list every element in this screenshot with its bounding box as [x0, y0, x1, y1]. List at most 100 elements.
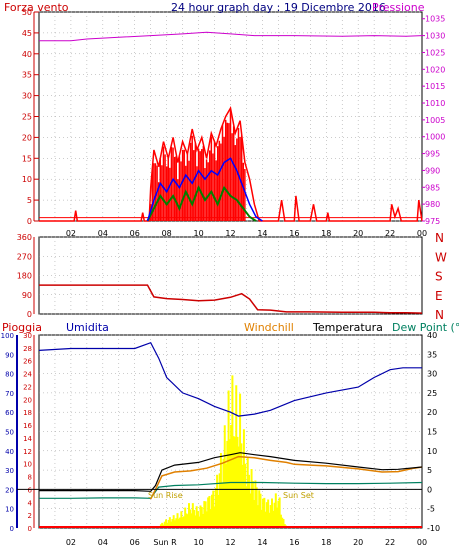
- temp-tick-label: -10: [427, 524, 440, 533]
- x-tick-label: 02: [66, 229, 76, 238]
- series-layer: [38, 31, 423, 528]
- wind-tick-label: 25: [22, 113, 32, 122]
- temp-tick-label: 10: [427, 447, 437, 456]
- rain-tick-label: 28: [23, 345, 32, 353]
- wind-tick-label: 45: [22, 29, 32, 38]
- rain-tick-label: 8: [28, 474, 32, 482]
- wind-tick-label: 0: [27, 217, 32, 226]
- pressure-tick-label: 1030: [425, 32, 445, 41]
- humidity-label: Umidita: [66, 321, 109, 334]
- direction-tick-label: 90: [22, 291, 32, 300]
- temperature-label: Temperatura: [312, 321, 383, 334]
- compass-label: N: [435, 231, 444, 245]
- windchill-line: [150, 455, 423, 500]
- windchill-label: Windchill: [244, 321, 294, 334]
- dewpoint-line: [39, 481, 423, 499]
- pressure-tick-label: 1025: [425, 48, 445, 57]
- direction-line: [39, 284, 423, 314]
- temp-tick-label: 20: [427, 408, 437, 417]
- rain-tick-label: 30: [23, 332, 32, 340]
- wind-tick-label: 15: [22, 154, 32, 163]
- rain-tick-label: 26: [23, 358, 32, 366]
- wind-tick-label: 40: [22, 50, 32, 59]
- x-tick-label: 02: [66, 538, 76, 547]
- x-tick-label: 14: [257, 538, 267, 547]
- page-title: 24 hour graph day : 19 Dicembre 2016: [171, 1, 386, 14]
- humidity-tick-label: 30: [5, 467, 14, 475]
- humidity-tick-label: 70: [5, 390, 14, 398]
- grid-lines: [39, 11, 422, 529]
- pressure-tick-label: 985: [425, 183, 440, 192]
- compass-label: N: [435, 308, 444, 322]
- rain-label: Pioggia: [2, 321, 42, 334]
- wind-tick-label: 5: [27, 196, 32, 205]
- x-tick-label: 18: [321, 538, 331, 547]
- humidity-tick-label: 90: [5, 351, 14, 359]
- x-tick-label: 06: [130, 538, 140, 547]
- direction-tick-label: 0: [27, 310, 32, 319]
- pressure-tick-label: 995: [425, 150, 440, 159]
- pressure-tick-label: 1020: [425, 65, 445, 74]
- temp-tick-label: 30: [427, 370, 437, 379]
- compass-label: E: [435, 289, 443, 303]
- x-tick-label: 22: [385, 229, 395, 238]
- sunrise-axis-label: Sun R: [153, 538, 177, 547]
- rain-tick-label: 20: [23, 396, 32, 404]
- pressure-tick-label: 1010: [425, 99, 445, 108]
- x-tick-label: 18: [321, 229, 331, 238]
- rain-tick-label: 10: [23, 461, 32, 469]
- pressure-tick-label: 1015: [425, 82, 445, 91]
- rain-tick-label: 18: [23, 409, 32, 417]
- rain-tick-label: 22: [23, 383, 32, 391]
- temp-tick-label: 35: [427, 350, 437, 359]
- humidity-tick-label: 20: [5, 486, 14, 494]
- wind-tick-label: 20: [22, 133, 32, 142]
- temp-tick-label: 0: [427, 485, 432, 494]
- x-tick-label: 16: [289, 538, 299, 547]
- pressure-line: [39, 31, 423, 42]
- humidity-line: [38, 341, 422, 417]
- temp-tick-label: -5: [427, 505, 435, 514]
- x-tick-label: 12: [225, 538, 235, 547]
- wind-tick-label: 50: [22, 8, 32, 17]
- temperature-line: [39, 452, 423, 492]
- x-tick-label: 00: [417, 538, 427, 547]
- low-wind-line: [146, 185, 257, 222]
- x-tick-label: 20: [353, 229, 363, 238]
- sunset-label: Sun Set: [283, 491, 314, 500]
- pressure-tick-label: 1035: [425, 15, 445, 24]
- dewpoint-label: Dew Point (°C: [392, 321, 459, 334]
- temp-tick-label: 25: [427, 389, 437, 398]
- pressure-tick-label: 1005: [425, 116, 445, 125]
- humidity-tick-label: 60: [5, 409, 14, 417]
- temp-tick-label: 5: [427, 466, 432, 475]
- pressure-tick-label: 1000: [425, 133, 445, 142]
- wind-label: Forza vento: [4, 1, 69, 14]
- rain-tick-label: 16: [23, 422, 32, 430]
- x-tick-label: 16: [289, 229, 299, 238]
- humidity-tick-label: 0: [10, 525, 14, 533]
- x-tick-label: 22: [385, 538, 395, 547]
- x-tick-label: 20: [353, 538, 363, 547]
- wind-tick-label: 30: [22, 92, 32, 101]
- humidity-tick-label: 80: [5, 371, 14, 379]
- avg-wind-line: [146, 157, 263, 222]
- rain-tick-label: 6: [28, 486, 33, 494]
- x-tick-label: 04: [98, 538, 108, 547]
- x-tick-label: 08: [162, 229, 172, 238]
- humidity-tick-label: 100: [1, 332, 14, 340]
- x-tick-label: 14: [257, 229, 267, 238]
- direction-tick-label: 270: [17, 252, 32, 261]
- rain-tick-label: 0: [28, 525, 32, 533]
- x-tick-label: 06: [130, 229, 140, 238]
- axes-layer: 0510152025303540455097598098599099510001…: [1, 8, 447, 547]
- pressure-tick-label: 990: [425, 166, 440, 175]
- direction-tick-label: 360: [17, 233, 32, 242]
- x-tick-label: 12: [225, 229, 235, 238]
- wind-tick-label: 10: [22, 175, 32, 184]
- humidity-tick-label: 40: [5, 448, 14, 456]
- rain-tick-label: 2: [28, 512, 32, 520]
- sunrise-label: Sun Rise: [148, 491, 183, 500]
- direction-tick-label: 180: [17, 272, 32, 281]
